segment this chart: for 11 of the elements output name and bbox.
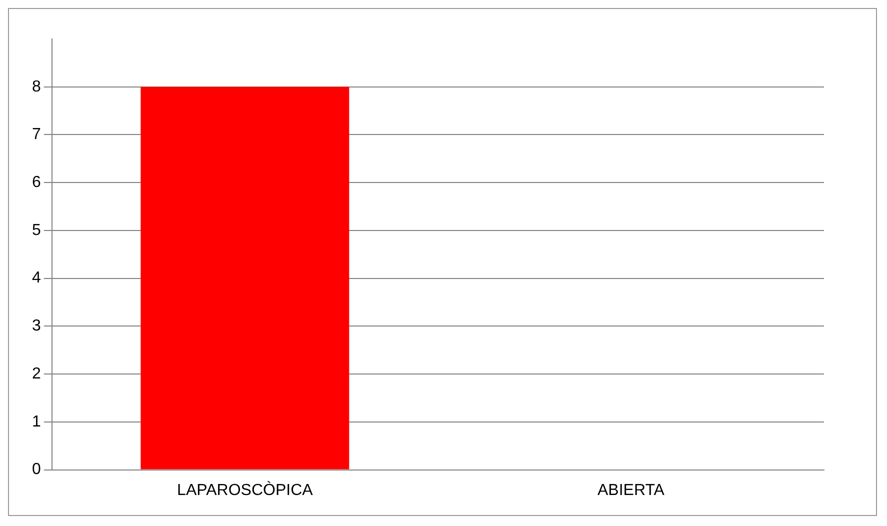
y-tick-label: 3: [32, 318, 41, 335]
x-tick-label: LAPAROSCÒPICA: [177, 480, 314, 499]
y-tick-label: 6: [32, 174, 41, 192]
y-tick-label: 4: [32, 270, 41, 287]
y-tick-label: 5: [32, 222, 41, 239]
y-tick-label: 2: [32, 365, 41, 382]
y-tick-label: 1: [32, 413, 41, 430]
y-tick-label: 8: [32, 78, 41, 96]
x-tick-label: ABIERTA: [597, 482, 665, 499]
y-tick-label: 7: [32, 126, 41, 144]
y-tick-label: 0: [32, 461, 41, 478]
